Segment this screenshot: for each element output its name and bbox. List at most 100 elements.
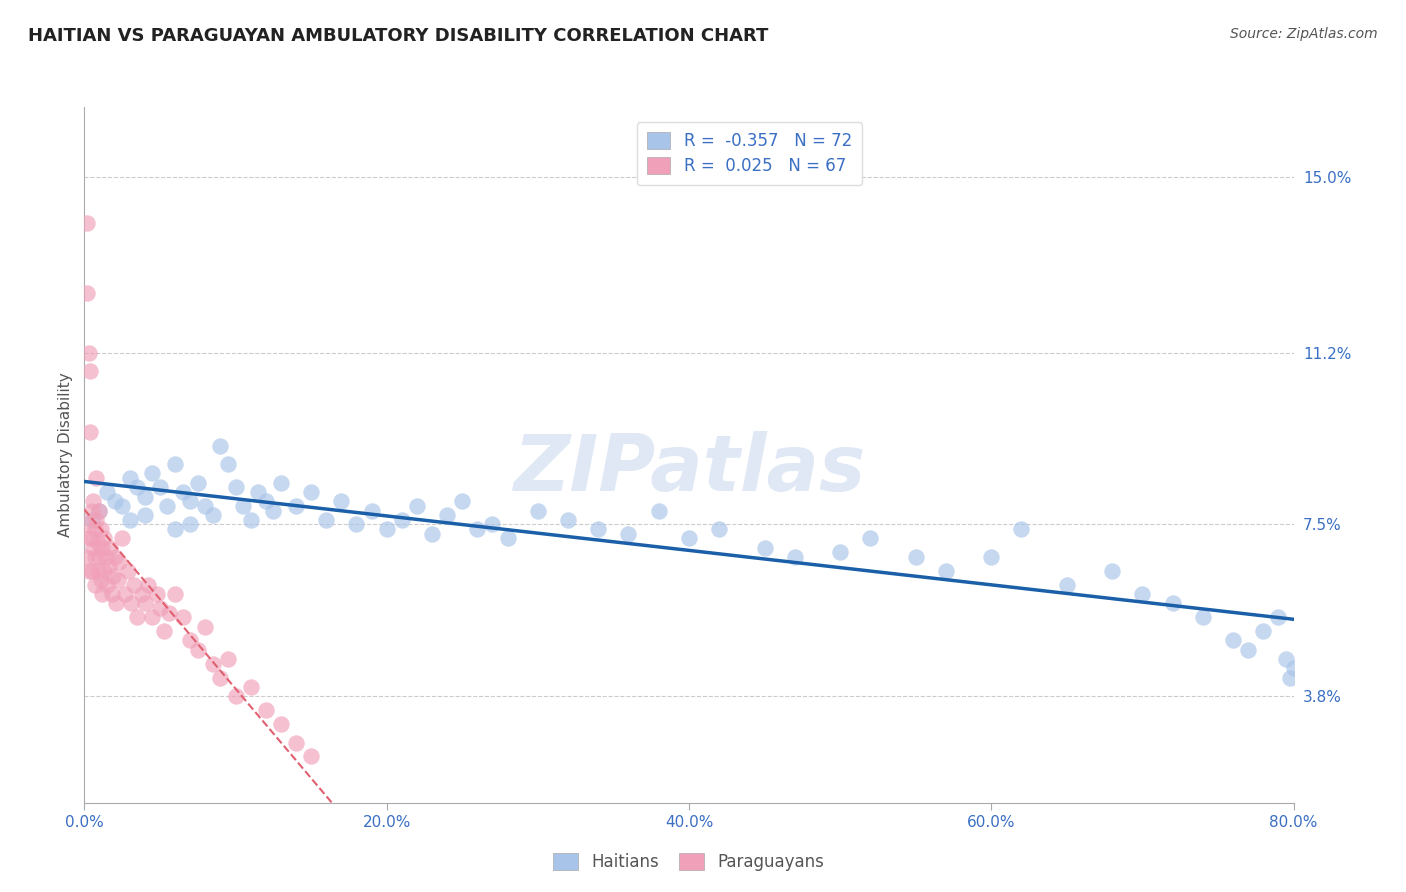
Point <box>156 499 179 513</box>
Y-axis label: Ambulatory Disability: Ambulatory Disability <box>58 373 73 537</box>
Point <box>153 624 176 639</box>
Point <box>1010 522 1032 536</box>
Point <box>111 532 134 546</box>
Point <box>146 587 169 601</box>
Point <box>93 564 115 578</box>
Point <box>315 513 337 527</box>
Point <box>360 503 382 517</box>
Point <box>89 549 111 564</box>
Point <box>87 564 110 578</box>
Point <box>209 439 232 453</box>
Point <box>647 503 671 517</box>
Point <box>217 652 239 666</box>
Point <box>118 471 141 485</box>
Point <box>90 522 112 536</box>
Point <box>84 578 107 592</box>
Point <box>1251 624 1274 639</box>
Point <box>1279 671 1302 685</box>
Point <box>134 596 156 610</box>
Point <box>141 467 163 481</box>
Point <box>346 517 368 532</box>
Point <box>270 717 292 731</box>
Point <box>526 503 548 517</box>
Point <box>149 480 172 494</box>
Point <box>330 494 353 508</box>
Point <box>131 587 153 601</box>
Point <box>127 610 149 624</box>
Point <box>82 494 104 508</box>
Point <box>1275 652 1298 666</box>
Point <box>122 578 145 592</box>
Point <box>91 541 114 555</box>
Point <box>80 532 103 546</box>
Point <box>299 749 322 764</box>
Point <box>84 549 107 564</box>
Point <box>201 657 224 671</box>
Point <box>1222 633 1244 648</box>
Point <box>783 549 806 564</box>
Point <box>225 689 247 703</box>
Point <box>94 549 117 564</box>
Point <box>134 490 156 504</box>
Legend: Haitians, Paraguayans: Haitians, Paraguayans <box>547 847 831 878</box>
Point <box>179 517 201 532</box>
Point <box>754 541 776 555</box>
Point <box>82 541 104 555</box>
Point <box>105 596 128 610</box>
Point <box>75 517 97 532</box>
Point <box>80 513 103 527</box>
Point <box>980 549 1002 564</box>
Point <box>163 522 186 536</box>
Point <box>299 485 322 500</box>
Point <box>254 494 277 508</box>
Point <box>134 508 156 523</box>
Point <box>187 642 209 657</box>
Point <box>118 513 141 527</box>
Point <box>163 457 186 471</box>
Point <box>194 499 217 513</box>
Point <box>247 485 270 500</box>
Text: ZIPatlas: ZIPatlas <box>513 431 865 507</box>
Point <box>1237 642 1260 657</box>
Point <box>179 633 201 648</box>
Point <box>496 532 519 546</box>
Point <box>420 526 443 541</box>
Point <box>588 522 610 536</box>
Point <box>232 499 254 513</box>
Point <box>96 485 118 500</box>
Point <box>709 522 731 536</box>
Point <box>100 587 122 601</box>
Point <box>76 216 98 230</box>
Point <box>481 517 503 532</box>
Point <box>187 475 209 490</box>
Point <box>1282 661 1305 675</box>
Point <box>467 522 489 536</box>
Point <box>1056 578 1078 592</box>
Point <box>93 532 115 546</box>
Point <box>111 499 134 513</box>
Point <box>101 568 124 582</box>
Point <box>79 425 101 439</box>
Point <box>1130 587 1153 601</box>
Point <box>194 619 217 633</box>
Point <box>107 573 129 587</box>
Point <box>77 346 100 360</box>
Point <box>225 480 247 494</box>
Point <box>254 703 277 717</box>
Point <box>678 532 700 546</box>
Point <box>86 471 108 485</box>
Point <box>1161 596 1184 610</box>
Point <box>114 587 136 601</box>
Point <box>179 494 201 508</box>
Point <box>97 559 120 574</box>
Point <box>76 285 98 300</box>
Point <box>120 596 142 610</box>
Point <box>1191 610 1213 624</box>
Point <box>201 508 224 523</box>
Point <box>859 532 882 546</box>
Point <box>217 457 239 471</box>
Point <box>84 522 107 536</box>
Point <box>1101 564 1123 578</box>
Point <box>1267 610 1289 624</box>
Point <box>90 573 112 587</box>
